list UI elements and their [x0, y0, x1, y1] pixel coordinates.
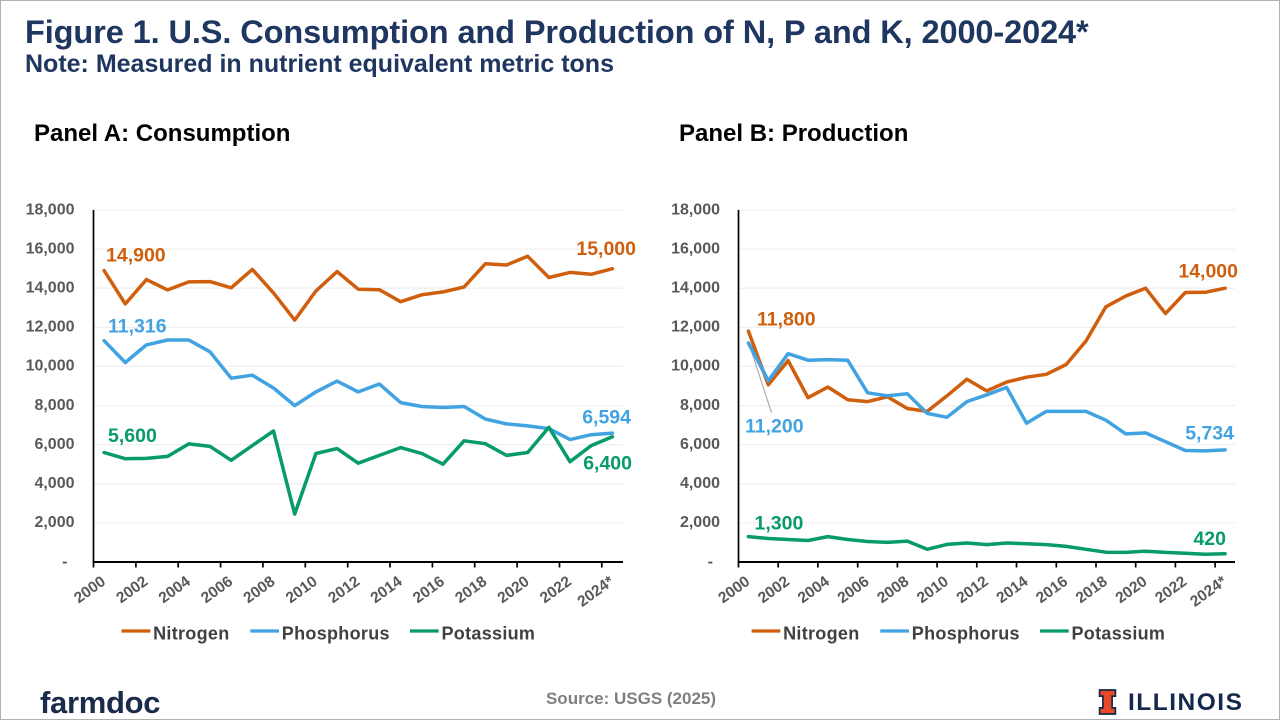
- svg-text:2020: 2020: [495, 573, 533, 607]
- svg-text:11,200: 11,200: [745, 416, 804, 438]
- svg-text:16,000: 16,000: [671, 240, 720, 257]
- svg-text:2012: 2012: [325, 573, 363, 607]
- svg-text:4,000: 4,000: [680, 475, 720, 492]
- svg-text:2010: 2010: [283, 573, 321, 607]
- svg-text:2008: 2008: [240, 573, 278, 607]
- svg-text:10,000: 10,000: [26, 358, 75, 375]
- svg-text:2018: 2018: [452, 573, 490, 607]
- svg-text:2008: 2008: [874, 573, 912, 607]
- svg-text:Nitrogen: Nitrogen: [153, 624, 229, 644]
- svg-text:2020: 2020: [1113, 573, 1151, 607]
- svg-text:4,000: 4,000: [34, 475, 74, 492]
- svg-text:2022: 2022: [1152, 573, 1190, 607]
- svg-text:420: 420: [1193, 528, 1226, 550]
- svg-text:5,734: 5,734: [1185, 423, 1234, 445]
- svg-text:2014: 2014: [993, 573, 1031, 607]
- svg-text:11,800: 11,800: [757, 309, 816, 331]
- svg-text:1,300: 1,300: [755, 513, 804, 535]
- svg-text:11,316: 11,316: [108, 316, 167, 338]
- svg-text:6,400: 6,400: [583, 453, 632, 475]
- svg-text:2004: 2004: [795, 573, 833, 607]
- svg-text:10,000: 10,000: [671, 358, 720, 375]
- svg-text:2016: 2016: [410, 573, 448, 607]
- svg-text:8,000: 8,000: [680, 397, 720, 414]
- svg-text:2002: 2002: [113, 573, 151, 607]
- svg-text:12,000: 12,000: [671, 319, 720, 336]
- svg-text:2006: 2006: [198, 573, 236, 607]
- svg-text:6,594: 6,594: [582, 407, 631, 429]
- svg-text:14,000: 14,000: [1178, 261, 1238, 283]
- svg-text:2024*: 2024*: [1187, 572, 1231, 610]
- svg-text:5,600: 5,600: [108, 425, 157, 447]
- svg-text:6,000: 6,000: [680, 436, 720, 453]
- svg-text:2002: 2002: [755, 573, 793, 607]
- svg-text:8,000: 8,000: [34, 397, 74, 414]
- svg-text:Potassium: Potassium: [1072, 624, 1166, 644]
- svg-text:6,000: 6,000: [34, 436, 74, 453]
- svg-text:Potassium: Potassium: [442, 624, 536, 644]
- svg-text:15,000: 15,000: [576, 238, 636, 260]
- svg-text:2,000: 2,000: [34, 514, 74, 531]
- svg-text:14,000: 14,000: [26, 280, 75, 297]
- svg-text:-: -: [62, 553, 67, 570]
- svg-text:2014: 2014: [368, 573, 406, 607]
- svg-text:2022: 2022: [537, 573, 575, 607]
- svg-text:-: -: [708, 553, 713, 570]
- svg-text:12,000: 12,000: [26, 319, 75, 336]
- svg-text:2006: 2006: [835, 573, 873, 607]
- svg-text:2000: 2000: [715, 573, 753, 607]
- svg-text:16,000: 16,000: [26, 240, 75, 257]
- svg-text:2,000: 2,000: [680, 514, 720, 531]
- svg-text:2018: 2018: [1073, 573, 1111, 607]
- svg-text:18,000: 18,000: [26, 201, 75, 218]
- svg-text:2024*: 2024*: [574, 572, 618, 610]
- svg-text:2004: 2004: [156, 573, 194, 607]
- svg-text:18,000: 18,000: [671, 201, 720, 218]
- svg-text:14,000: 14,000: [671, 280, 720, 297]
- svg-text:2000: 2000: [71, 573, 109, 607]
- svg-text:2010: 2010: [914, 573, 952, 607]
- svg-text:Phosphorus: Phosphorus: [912, 624, 1020, 644]
- svg-text:Phosphorus: Phosphorus: [282, 624, 390, 644]
- svg-text:Nitrogen: Nitrogen: [783, 624, 859, 644]
- svg-text:2012: 2012: [954, 573, 992, 607]
- svg-text:ILLINOIS: ILLINOIS: [1128, 689, 1243, 716]
- svg-text:14,900: 14,900: [106, 245, 166, 267]
- svg-text:2016: 2016: [1033, 573, 1071, 607]
